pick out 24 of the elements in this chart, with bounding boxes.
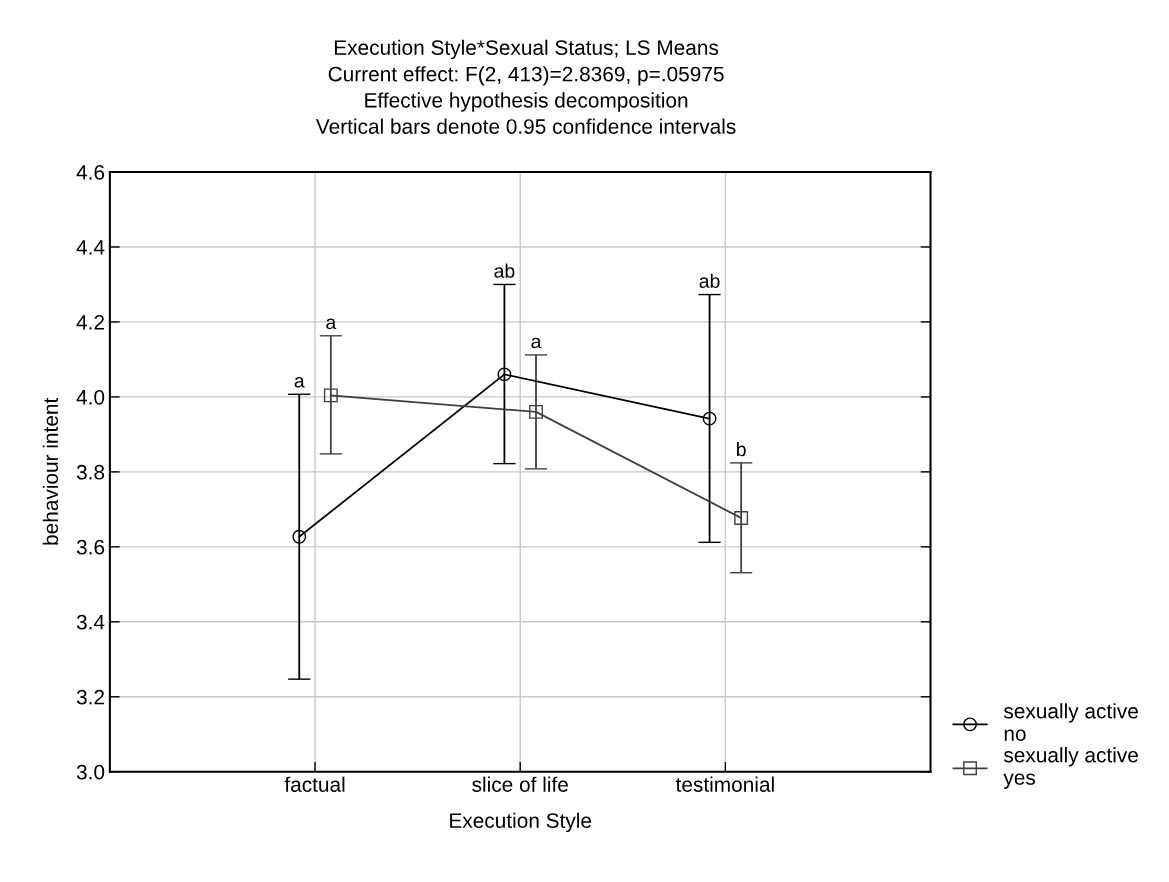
y-tick-label: 4.6 — [76, 164, 105, 180]
legend-label: sexually active no — [1003, 703, 1138, 741]
chart-title: Execution Style*Sexual Status; LS Means — [334, 39, 719, 60]
y-tick-label: 4.2 — [76, 314, 104, 330]
legend-label: sexually active yes — [1003, 747, 1138, 789]
annotation: a — [294, 377, 305, 388]
y-tick-label: 3.2 — [76, 689, 104, 705]
x-tick-label: testimonial — [675, 776, 774, 792]
chart-subtitle: Current effect: F(2, 413)=2.8369, p=.05975 Effective hypothesis decomposition Vertical bars denote 0.95 confidence intervals — [315, 66, 736, 134]
x-tick-label: slice of life — [472, 776, 568, 792]
annotation: a — [326, 318, 337, 330]
y-tick-label: 3.8 — [76, 464, 105, 480]
y-tick-label: 3.4 — [76, 614, 105, 630]
y-tick-label: 4.0 — [76, 389, 105, 405]
x-tick-label: factual — [284, 776, 345, 792]
annotation: ab — [699, 273, 720, 288]
annotation: b — [737, 441, 746, 457]
y-tick-label: 3.6 — [76, 539, 105, 555]
y-tick-label: 4.4 — [76, 240, 105, 255]
y-axis-title: behaviour intent — [42, 397, 59, 545]
y-tick-label: 3.0 — [76, 764, 105, 780]
annotation: a — [531, 337, 542, 349]
x-axis-title: Execution Style — [450, 812, 592, 833]
annotation: ab — [494, 263, 515, 278]
